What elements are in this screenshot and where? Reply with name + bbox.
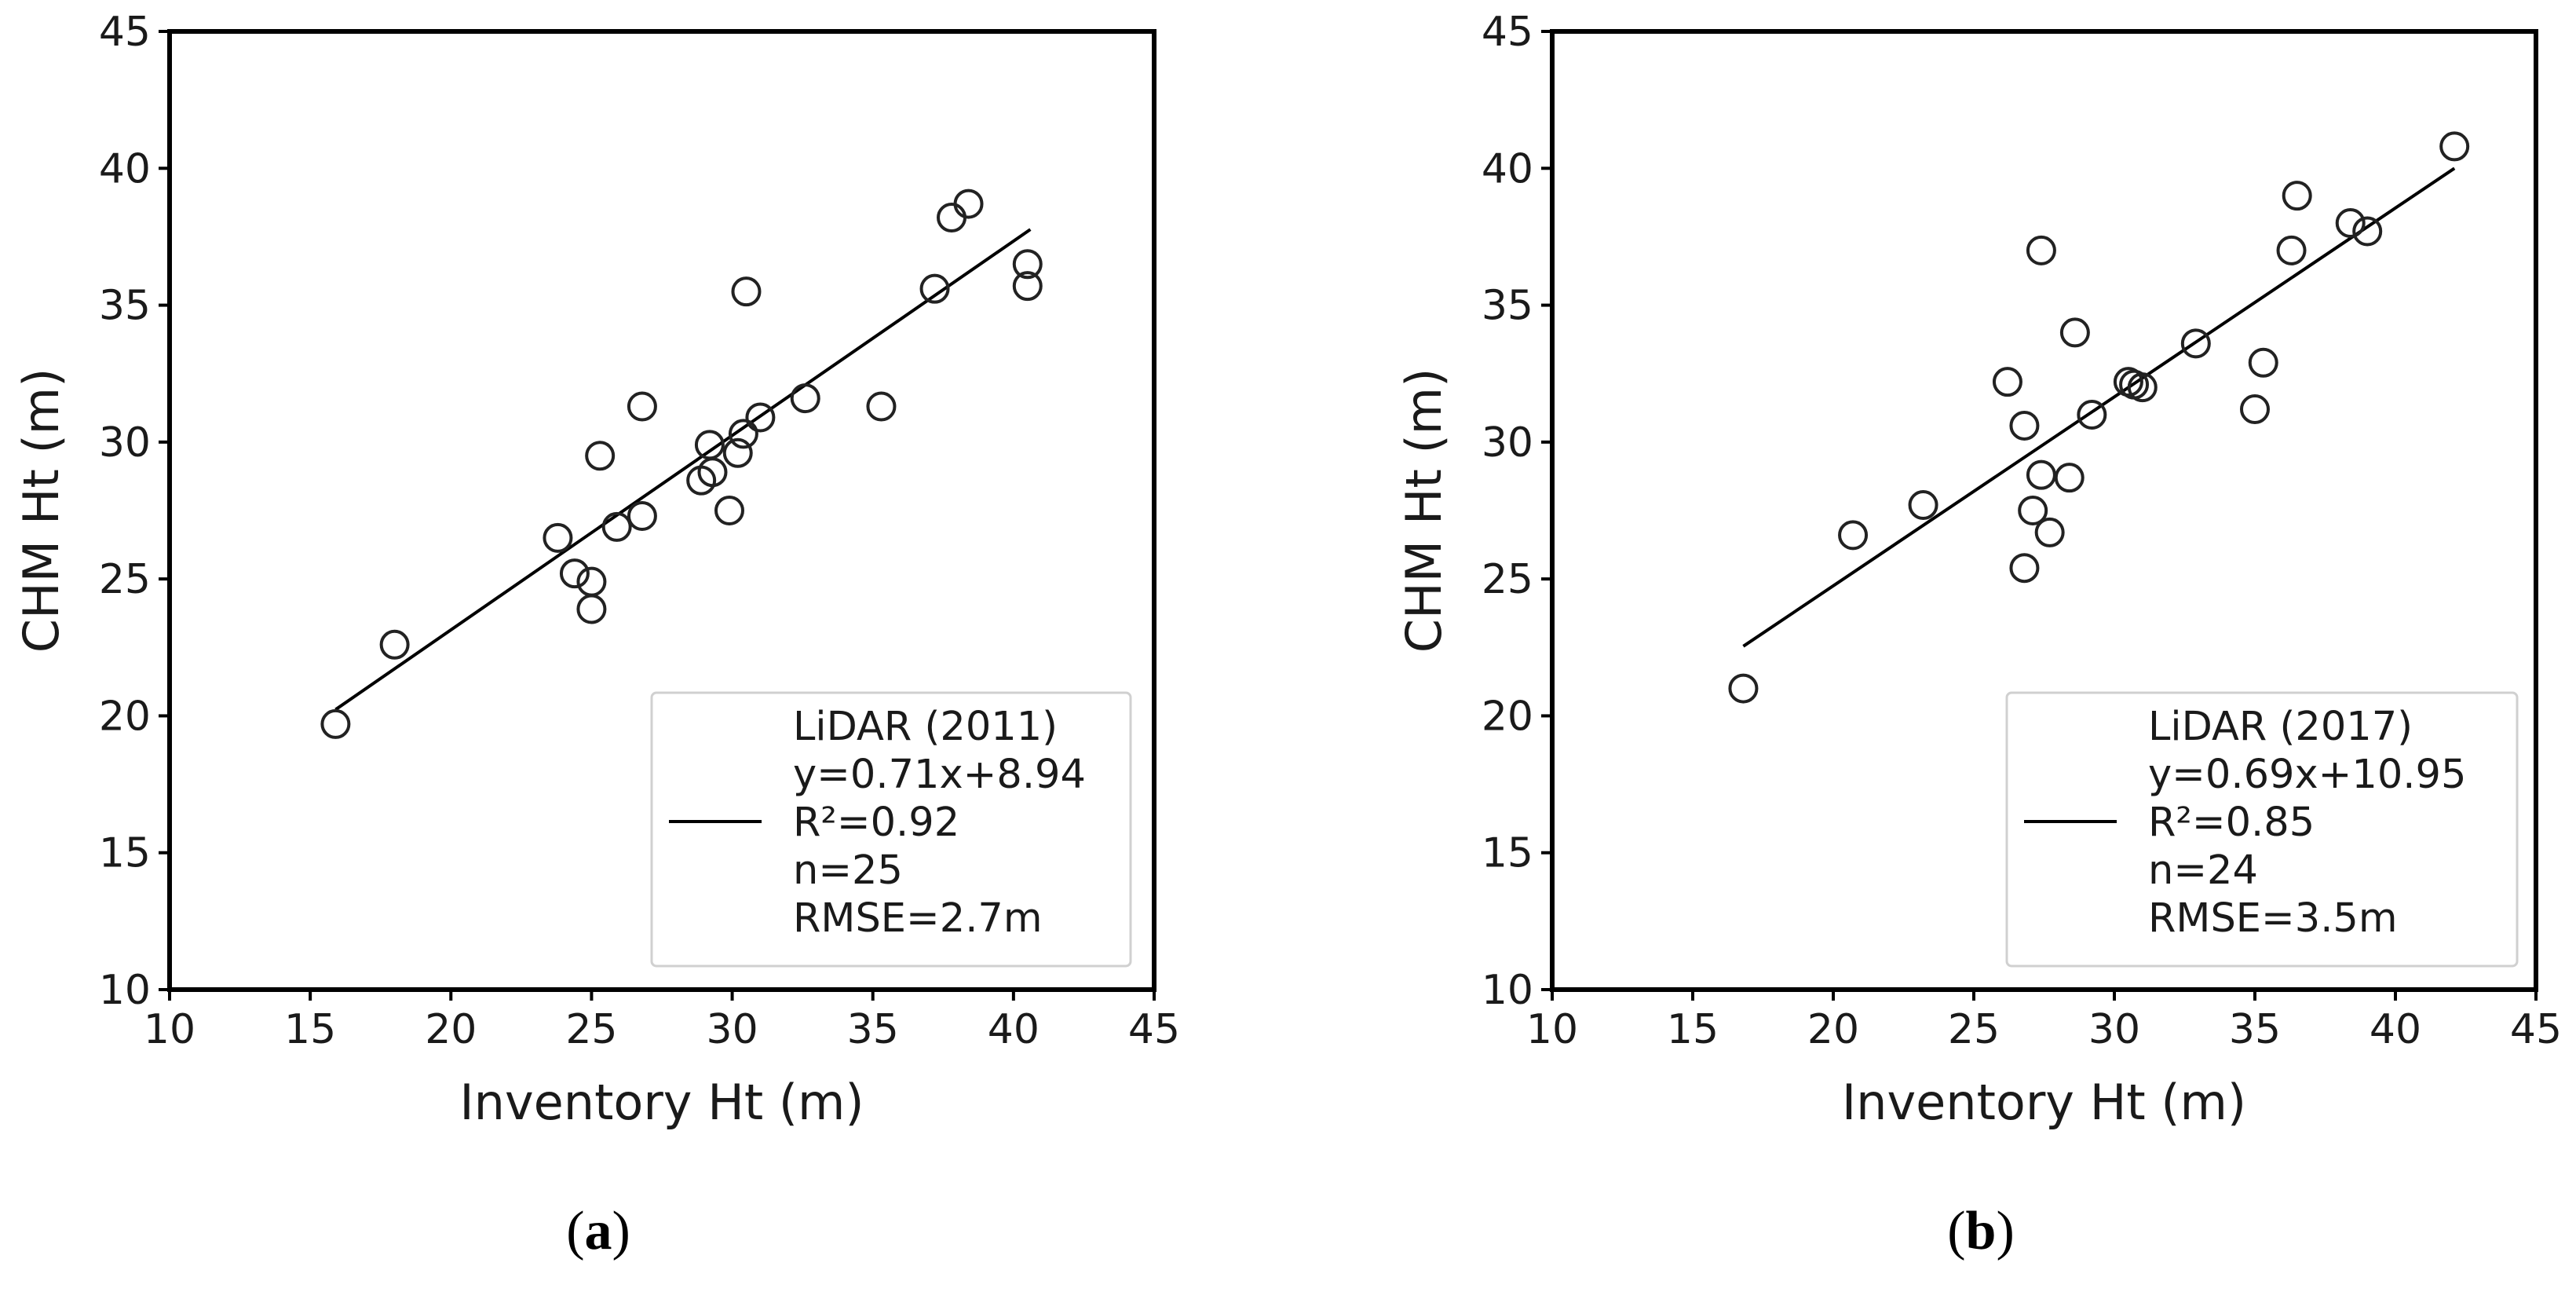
y-tick-label: 10: [99, 967, 151, 1014]
data-point: [1992, 367, 2022, 397]
x-tick-label: 35: [2229, 1006, 2281, 1053]
data-point: [2127, 372, 2158, 403]
data-point: [790, 383, 820, 414]
data-point: [714, 496, 744, 525]
data-point: [2077, 400, 2107, 430]
data-point: [576, 594, 607, 624]
data-point: [601, 511, 632, 542]
y-axis-label: CHM Ht (m): [13, 368, 70, 653]
x-tick-label: 40: [988, 1006, 1040, 1053]
x-axis-label: Inventory Ht (m): [459, 1074, 864, 1131]
data-point: [1838, 520, 1869, 551]
data-point: [728, 419, 758, 449]
y-tick-label: 25: [99, 556, 151, 603]
y-tick-label: 40: [99, 145, 151, 192]
legend-line-1: LiDAR (2017): [2148, 704, 2413, 750]
data-point: [627, 500, 657, 531]
fit-line: [1742, 167, 2456, 648]
legend-line-4: n=24: [2148, 847, 2258, 894]
data-point: [585, 441, 616, 471]
legend-line-3: R²=0.92: [793, 800, 959, 846]
x-tick-label: 30: [706, 1006, 758, 1053]
legend-line-2: y=0.71x+8.94: [793, 752, 1086, 798]
data-point: [627, 391, 657, 422]
data-point: [731, 276, 762, 307]
data-point: [2248, 347, 2278, 378]
data-point: [2009, 410, 2040, 441]
legend-line-3: R²=0.85: [2148, 800, 2315, 846]
legend-box: [2005, 691, 2519, 968]
fit-line: [334, 228, 1032, 712]
legend-line-1: LiDAR (2011): [793, 704, 1058, 750]
x-tick-label: 20: [425, 1006, 477, 1053]
x-tick-label: 40: [2370, 1006, 2421, 1053]
y-axis-label: CHM Ht (m): [1395, 368, 1452, 653]
data-point: [2054, 463, 2085, 493]
data-point: [697, 457, 728, 488]
y-tick-label: 35: [99, 283, 151, 330]
data-point: [2026, 459, 2056, 490]
data-point: [953, 188, 984, 219]
x-tick-label: 25: [565, 1006, 617, 1053]
x-tick-label: 35: [847, 1006, 899, 1053]
x-tick-label: 25: [1948, 1006, 2000, 1053]
data-point: [1012, 249, 1043, 280]
data-point: [745, 402, 776, 433]
x-tick-label: 30: [2088, 1006, 2140, 1053]
y-tick-label: 20: [99, 693, 151, 740]
y-tick-label: 35: [1482, 283, 1533, 330]
data-point: [1012, 271, 1043, 302]
y-tick-label: 30: [1482, 419, 1533, 467]
data-point: [543, 522, 573, 553]
data-point: [2439, 131, 2470, 162]
y-tick-label: 20: [1482, 693, 1533, 740]
data-point: [320, 708, 351, 739]
legend-line-4: n=25: [793, 847, 903, 894]
y-tick-label: 45: [99, 9, 151, 56]
data-point: [2180, 328, 2211, 359]
legend-box: [650, 691, 1132, 968]
data-point: [559, 558, 590, 589]
panel-label: (a): [566, 1201, 630, 1261]
x-tick-label: 15: [284, 1006, 336, 1053]
data-point: [2352, 216, 2383, 247]
data-point: [2282, 181, 2312, 211]
data-point: [2034, 517, 2065, 547]
y-tick-label: 10: [1482, 967, 1533, 1014]
data-point: [2009, 553, 2040, 584]
panel-label: (b): [1947, 1201, 2015, 1261]
data-point: [2026, 235, 2056, 265]
data-point: [919, 273, 950, 304]
data-point: [2018, 496, 2048, 525]
data-point: [1908, 490, 1938, 521]
data-point: [2335, 208, 2366, 238]
x-tick-label: 45: [1128, 1006, 1180, 1053]
y-tick-label: 30: [99, 419, 151, 467]
legend-line-5: RMSE=2.7m: [793, 895, 1043, 942]
data-point: [379, 629, 410, 660]
data-point: [866, 391, 897, 422]
x-tick-label: 10: [1526, 1006, 1578, 1053]
y-tick-label: 40: [1482, 145, 1533, 192]
chart-panel-b: 10 15 20 25 30 35 40 45 10 15 20 25 30 35 40 45 Inventor…: [1395, 9, 2562, 1261]
data-point: [2276, 235, 2307, 265]
data-point: [2240, 394, 2270, 425]
y-tick-label: 25: [1482, 556, 1533, 603]
x-tick-label: 10: [144, 1006, 195, 1053]
legend-line-2: y=0.69x+10.95: [2148, 752, 2466, 798]
x-tick-label: 20: [1807, 1006, 1859, 1053]
x-axis-label: Inventory Ht (m): [1842, 1074, 2246, 1131]
data-point: [722, 437, 753, 468]
y-tick-label: 45: [1482, 9, 1533, 56]
y-tick-label: 15: [1482, 830, 1533, 877]
legend-line-5: RMSE=3.5m: [2148, 895, 2398, 942]
data-point: [2059, 317, 2090, 348]
chart-panel-a: 10 15 20 25 30 35 40 45 10 15 20 25 30 35 40 45 Inventor…: [13, 9, 1180, 1261]
x-tick-label: 15: [1667, 1006, 1719, 1053]
x-tick-label: 45: [2510, 1006, 2562, 1053]
y-tick-label: 15: [99, 830, 151, 877]
data-point: [1728, 673, 1759, 704]
